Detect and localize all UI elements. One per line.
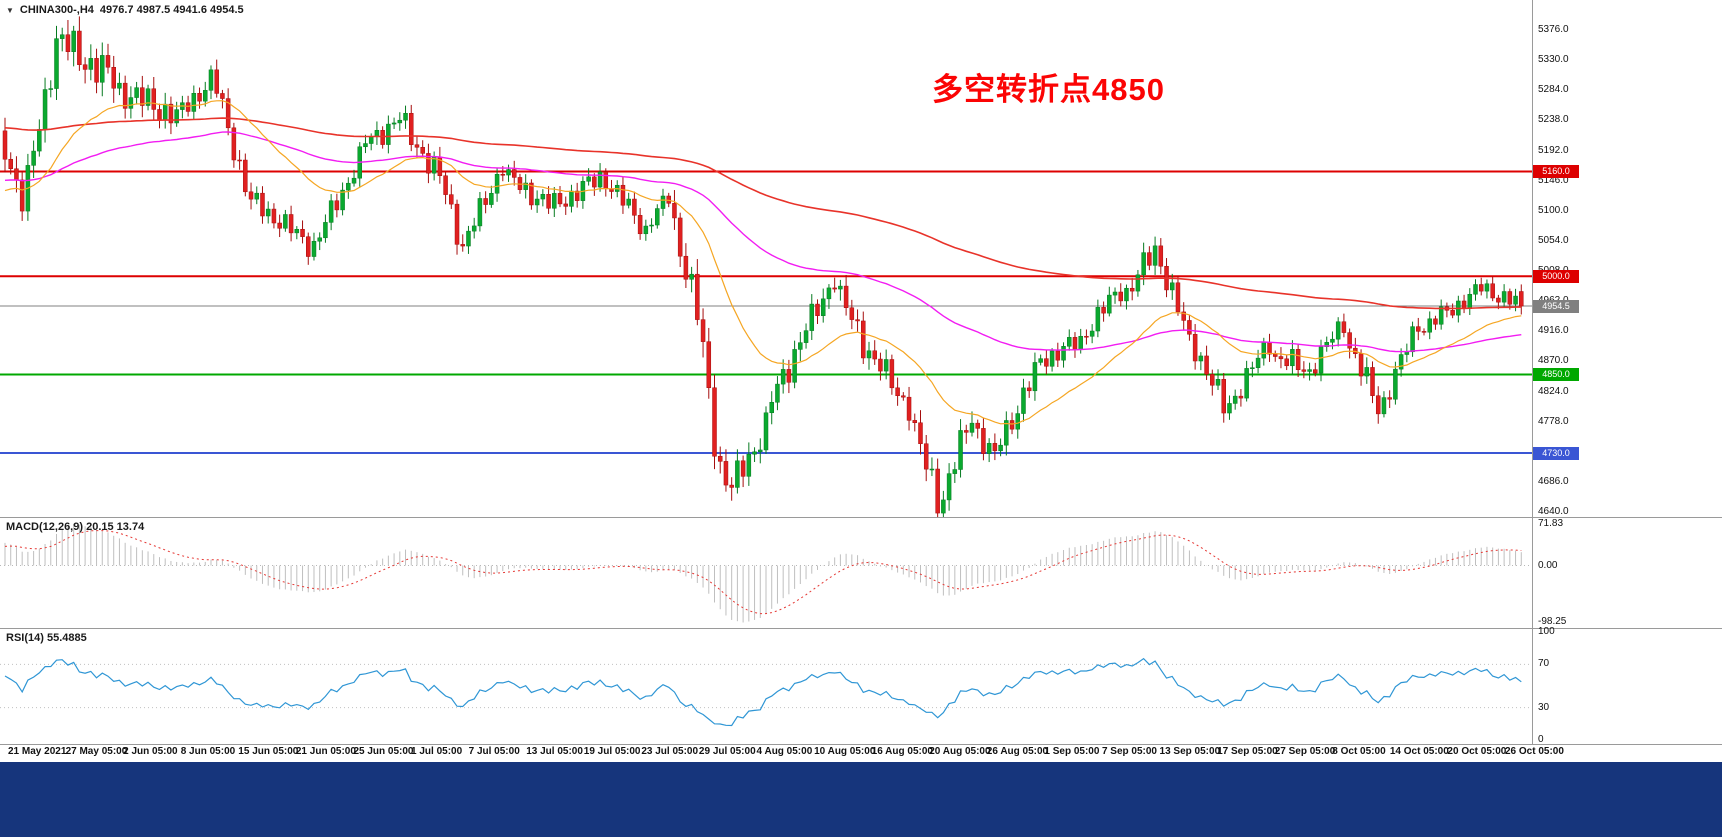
date-axis-label: 1 Jul 05:00 <box>411 746 463 757</box>
annotation-text: 多空转折点4850 <box>932 72 1165 107</box>
support-4730-tag: 4730.0 <box>1533 446 1579 460</box>
price-axis-label: 5238.0 <box>1538 114 1569 126</box>
rsi-axis-label: 100 <box>1538 626 1555 637</box>
ma-fast-line <box>4 100 1522 425</box>
date-axis-label: 29 Jul 05:00 <box>698 746 756 757</box>
macd-panel-canvas[interactable] <box>0 518 1532 628</box>
date-axis-label: 8 Jun 05:00 <box>180 746 236 757</box>
date-axis-label: 8 Oct 05:00 <box>1332 746 1386 757</box>
rsi-axis-label: 70 <box>1538 658 1550 670</box>
date-axis-label: 14 Oct 05:00 <box>1389 746 1449 757</box>
support-4850-tag: 4850.0 <box>1533 367 1579 381</box>
price-axis-label: 5284.0 <box>1538 84 1569 96</box>
price-axis-label: 4778.0 <box>1538 415 1569 427</box>
date-axis-label: 16 Aug 05:00 <box>871 746 933 757</box>
ma-mid-line <box>4 131 1522 353</box>
price-axis-label: 5192.0 <box>1538 144 1569 156</box>
date-axis-label: 21 May 2021 <box>8 746 67 757</box>
symbol-title: CHINA300-,H4 <box>19 4 94 16</box>
macd-axis-label: -98.25 <box>1538 616 1567 628</box>
candlestick-series[interactable] <box>2 16 1524 517</box>
macd-signal-line <box>4 530 1522 615</box>
resistance-5000-tag: 5000.0 <box>1533 269 1579 283</box>
ma-slow-line <box>4 117 1522 310</box>
date-axis-label: 26 Oct 05:00 <box>1505 746 1564 757</box>
date-axis-label: 21 Jun 05:00 <box>295 746 356 757</box>
panel-separator[interactable] <box>0 517 1722 518</box>
bottom-bar <box>0 762 1722 837</box>
price-chart-canvas[interactable] <box>0 0 1532 517</box>
time-axis[interactable]: 21 May 2021 27 May 05:00 2 Jun 05:00 8 Jun … <box>0 746 1722 762</box>
macd-axis-label: 71.83 <box>1538 517 1564 529</box>
symbol-dropdown-icon[interactable]: ▼ <box>6 5 14 15</box>
date-axis-label: 10 Aug 05:00 <box>814 746 876 757</box>
date-axis-label: 25 Jun 05:00 <box>353 746 414 757</box>
date-axis-label: 13 Jul 05:00 <box>526 746 583 757</box>
price-scale-separator <box>1532 0 1533 744</box>
date-axis-label: 4 Aug 05:00 <box>756 746 813 757</box>
date-axis-label: 13 Sep 05:00 <box>1159 746 1221 757</box>
price-axis-label: 4824.0 <box>1538 385 1569 397</box>
price-axis-label: 4686.0 <box>1538 475 1569 487</box>
date-axis-label: 20 Aug 05:00 <box>929 746 991 757</box>
date-axis-label: 1 Sep 05:00 <box>1044 746 1100 757</box>
date-axis-label: 27 May 05:00 <box>65 746 128 757</box>
panel-separator <box>0 744 1722 745</box>
price-axis-label: 4870.0 <box>1538 355 1569 367</box>
price-axis-label: 5330.0 <box>1538 54 1569 66</box>
panel-separator[interactable] <box>0 628 1722 629</box>
date-axis-label: 15 Jun 05:00 <box>238 746 299 757</box>
rsi-axis-label: 0 <box>1538 734 1544 745</box>
price-axis-label: 5100.0 <box>1538 204 1569 216</box>
price-axis-label: 5054.0 <box>1538 234 1569 246</box>
date-axis-label: 20 Oct 05:00 <box>1447 746 1507 757</box>
price-axis-label: 4916.0 <box>1538 325 1569 337</box>
price-axis-label: 5376.0 <box>1538 24 1569 35</box>
macd-axis-label: 0.00 <box>1538 559 1558 571</box>
rsi-panel-canvas[interactable] <box>0 629 1532 744</box>
date-axis-label: 27 Sep 05:00 <box>1274 746 1336 757</box>
date-axis-label: 17 Sep 05:00 <box>1217 746 1278 757</box>
date-axis-label: 19 Jul 05:00 <box>583 746 641 757</box>
price-axis-label: 5146.0 <box>1538 174 1569 186</box>
date-axis-label: 23 Jul 05:00 <box>641 746 699 757</box>
chart-title-bar: ▼ CHINA300-,H4 4976.7 4987.5 4941.6 4954… <box>6 4 244 16</box>
current-price-tag: 4954.5 <box>1533 299 1579 313</box>
rsi-indicator-label: RSI(14) 55.4885 <box>6 632 87 644</box>
ohlc-values: 4976.7 4987.5 4941.6 4954.5 <box>99 4 244 16</box>
rsi-line <box>4 657 1522 727</box>
macd-indicator-label: MACD(12,26,9) 20.15 13.74 <box>6 521 145 533</box>
date-axis-label: 7 Jul 05:00 <box>468 746 520 757</box>
macd-histogram <box>4 523 1522 623</box>
resistance-5160-tag: 5160.0 <box>1533 164 1579 178</box>
date-axis-label: 7 Sep 05:00 <box>1101 746 1157 757</box>
rsi-axis-label: 30 <box>1538 701 1550 713</box>
price-axis-label: 4640.0 <box>1538 506 1569 517</box>
date-axis-label: 26 Aug 05:00 <box>986 746 1049 757</box>
date-axis-label: 2 Jun 05:00 <box>123 746 178 757</box>
